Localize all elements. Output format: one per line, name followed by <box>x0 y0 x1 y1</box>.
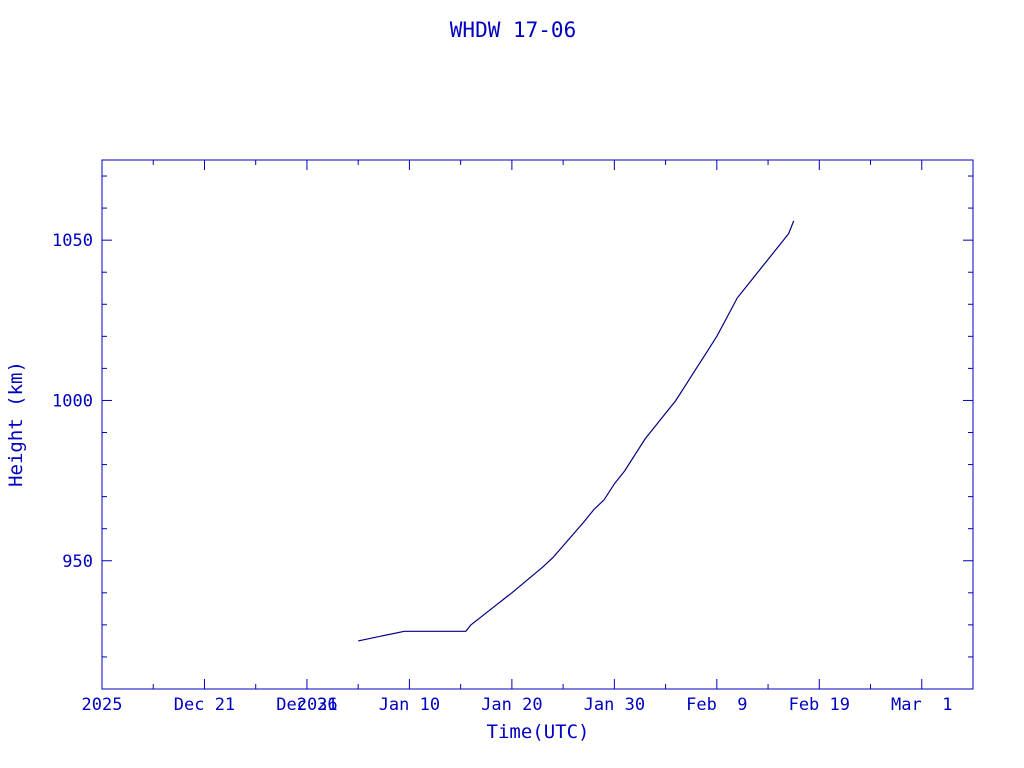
x-tick-label: Feb 19 <box>789 695 850 715</box>
x-tick-label: Dec 21 <box>174 695 235 715</box>
plot-frame <box>101 159 974 690</box>
chart-title: WHDW 17-06 <box>450 18 576 42</box>
series-line <box>358 220 795 642</box>
x-tick-label: Dec 31 <box>276 695 337 715</box>
y-axis-label: Height (km) <box>5 361 27 487</box>
y-axis-tick-labels: 950 1000 1050 <box>52 231 93 572</box>
x-tick-label: Jan 30 <box>584 695 645 715</box>
x-tick-label: Mar 1 <box>891 695 952 715</box>
y-tick-label: 1000 <box>52 391 93 411</box>
x-tick-label: 2025 <box>82 695 123 715</box>
x-tick-label: Feb 9 <box>686 695 747 715</box>
x-tick-label: Jan 20 <box>481 695 542 715</box>
x-tick-label: Jan 10 <box>379 695 440 715</box>
x-axis-ticks <box>152 160 923 689</box>
x-tick-label: 2026 <box>297 695 338 715</box>
y-tick-label: 1050 <box>52 231 93 251</box>
series-layer <box>358 220 795 642</box>
y-axis-ticks <box>102 175 973 690</box>
x-axis-label: Time(UTC) <box>487 721 590 743</box>
y-tick-label: 950 <box>62 552 93 572</box>
